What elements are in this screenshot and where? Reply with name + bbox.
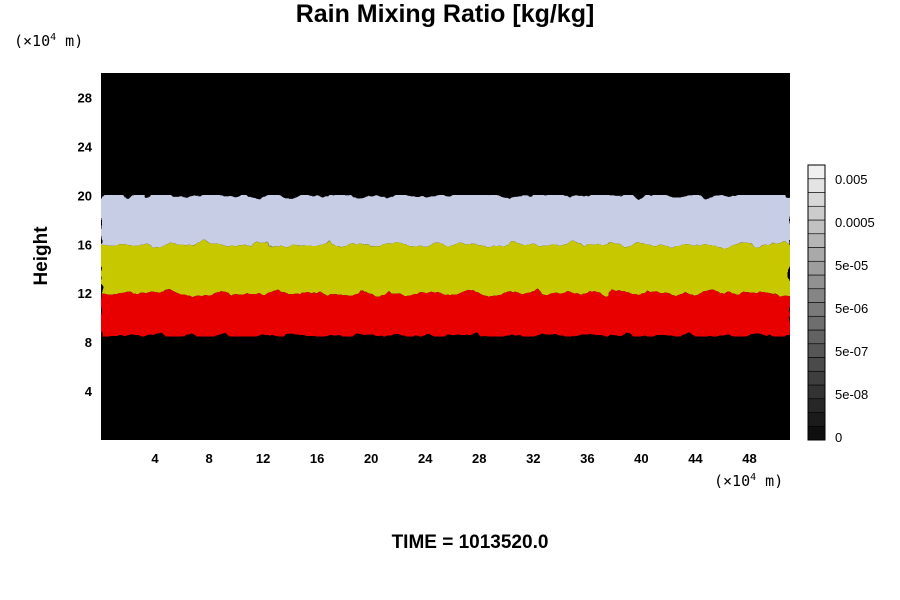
colorbar-swatch <box>807 357 826 372</box>
band-white <box>101 195 790 245</box>
x-tick-label: 24 <box>418 451 433 466</box>
colorbar-tick-label: 5e-08 <box>835 387 868 402</box>
y-unit-prefix: (×10 <box>14 32 51 50</box>
colorbar-tick-label: 5e-05 <box>835 258 868 273</box>
x-tick-label: 44 <box>688 451 703 466</box>
colorbar-swatch <box>807 412 826 427</box>
colorbar-swatch <box>807 260 826 276</box>
colorbar-swatch <box>807 384 826 400</box>
colorbar-swatch <box>807 370 826 386</box>
y-tick-label: 20 <box>78 188 92 203</box>
y-unit-suffix: m) <box>56 32 84 50</box>
colorbar-tick-label: 5e-06 <box>835 301 868 316</box>
x-tick-label: 4 <box>151 451 159 466</box>
colorbar-frame <box>807 164 826 441</box>
x-axis-unit: (×104 m) <box>714 472 783 490</box>
x-unit-prefix: (×10 <box>714 472 751 490</box>
x-unit-suffix: m) <box>756 472 784 490</box>
colorbar-tick-label: 0.0005 <box>835 215 875 230</box>
y-tick-label: 24 <box>78 139 93 154</box>
x-tick-label: 20 <box>364 451 378 466</box>
colorbar-swatch <box>807 288 826 303</box>
band-red <box>101 293 790 337</box>
chart-title: Rain Mixing Ratio [kg/kg] <box>295 0 595 28</box>
x-tick-label: 16 <box>310 451 324 466</box>
colorbar-swatch <box>807 343 826 358</box>
x-tick-label: 8 <box>205 451 212 466</box>
colorbar-swatch <box>807 274 826 290</box>
y-tick-label: 16 <box>78 237 92 252</box>
colorbar-swatch <box>807 398 826 413</box>
x-tick-label: 28 <box>472 451 486 466</box>
y-tick-label: 4 <box>85 384 93 399</box>
y-unit-exponent: 4 <box>50 32 57 43</box>
colorbar-tick-label: 5e-07 <box>835 344 868 359</box>
x-tick-label: 48 <box>742 451 756 466</box>
colorbar-swatch <box>807 192 826 207</box>
y-tick-label: 12 <box>78 286 92 301</box>
x-tick-label: 40 <box>634 451 648 466</box>
y-tick-label: 28 <box>78 90 92 105</box>
colorbar-swatch <box>807 219 826 235</box>
x-tick-label: 36 <box>580 451 594 466</box>
x-tick-label: 12 <box>256 451 270 466</box>
x-tick-label: 32 <box>526 451 540 466</box>
colorbar-tick-label: 0.005 <box>835 172 868 187</box>
colorbar-swatch <box>807 247 826 262</box>
x-unit-exponent: 4 <box>750 472 757 483</box>
band-yellow <box>101 244 790 294</box>
colorbar-swatch <box>807 425 826 441</box>
colorbar-tick-label: 0 <box>835 430 842 445</box>
field-bands <box>101 195 790 337</box>
colorbar-swatch <box>807 178 826 193</box>
time-label: TIME = 1013520.0 <box>391 532 549 553</box>
colorbar-swatch <box>807 302 826 317</box>
colorbar-swatch <box>807 329 826 345</box>
y-axis-unit: (×104 m) <box>14 32 83 50</box>
colorbar-swatch <box>807 164 826 180</box>
colorbar-swatch <box>807 315 826 331</box>
colorbar-swatch <box>807 233 826 248</box>
y-tick-label: 8 <box>85 335 92 350</box>
colorbar-swatch <box>807 205 826 221</box>
